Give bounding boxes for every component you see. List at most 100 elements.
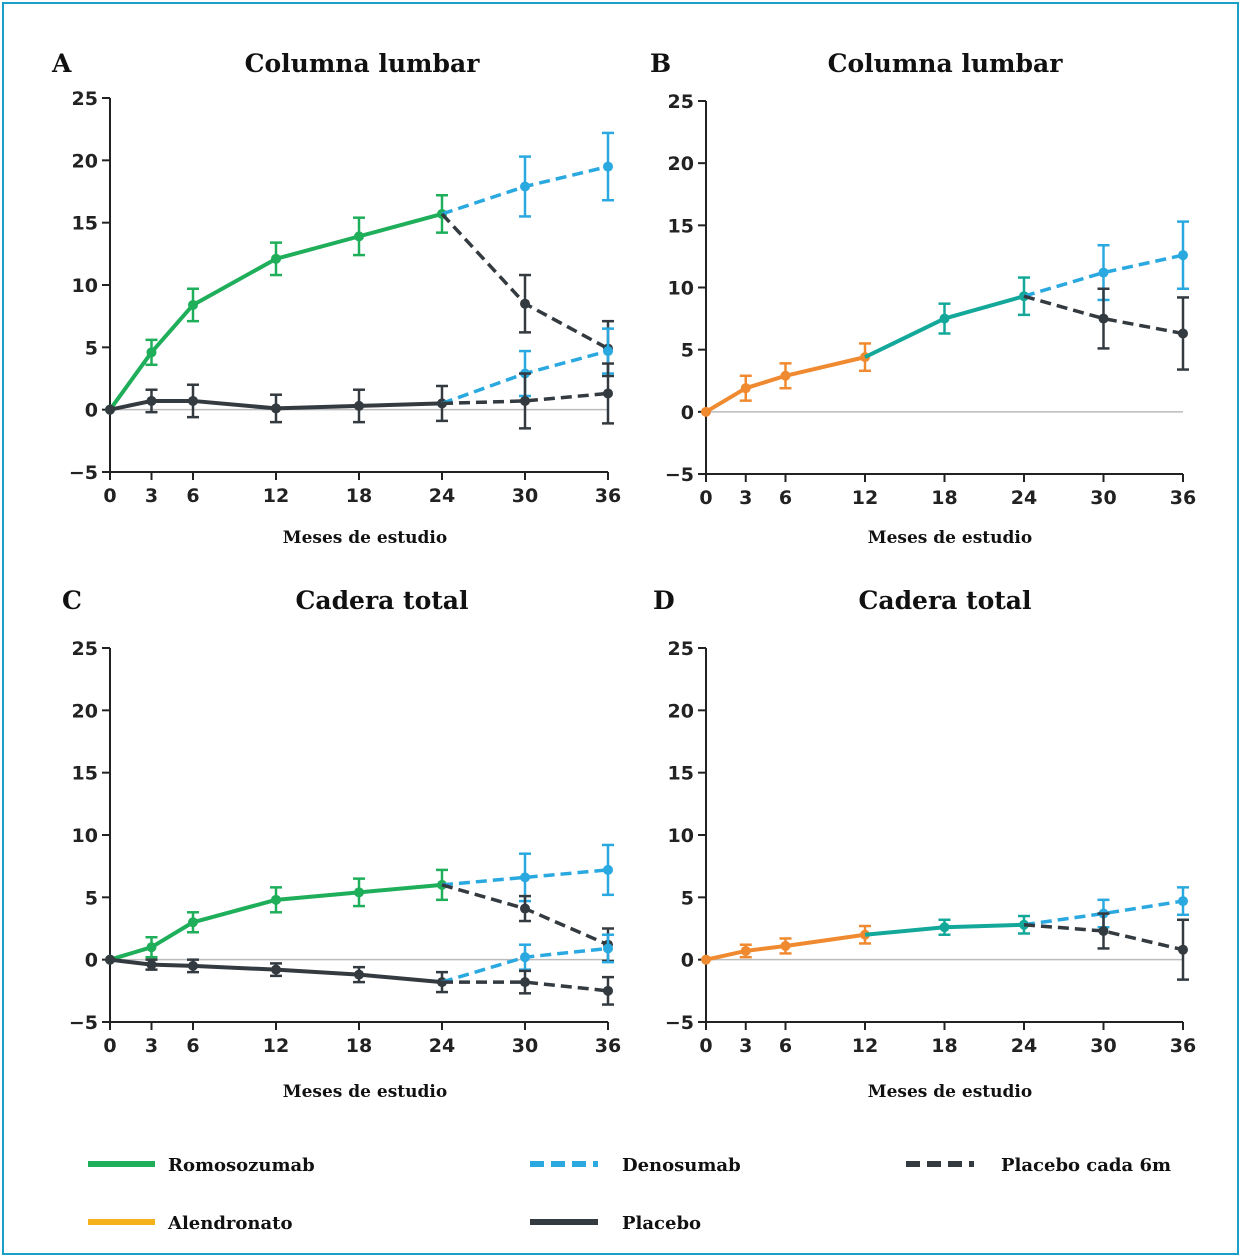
series-placebo-cada-6m [1023, 912, 1189, 981]
data-point [603, 346, 613, 357]
data-point [1178, 944, 1188, 955]
y-tick-label: 5 [681, 340, 694, 362]
y-tick-label: 0 [681, 402, 694, 424]
data-point [354, 887, 364, 898]
x-tick-label: 18 [346, 1035, 372, 1057]
data-point [520, 872, 530, 883]
x-tick-label: 3 [145, 1035, 158, 1057]
y-tick-label: 5 [85, 887, 98, 909]
y-tick-label: −5 [69, 1012, 98, 1034]
chart-title: Columna lumbar [245, 49, 481, 78]
x-tick-label: 18 [931, 487, 957, 509]
y-tick-label: 5 [681, 887, 694, 909]
y-tick-label: 15 [72, 213, 98, 235]
data-point [1178, 328, 1188, 339]
x-tick-label: 0 [103, 485, 116, 507]
series-line [109, 882, 443, 962]
x-tick-label: 24 [429, 485, 455, 507]
series-romosozumab [105, 868, 448, 965]
data-point [939, 313, 950, 324]
data-point [354, 231, 364, 242]
legend-label-denosumab: Denosumab [622, 1155, 741, 1176]
data-point [520, 952, 530, 963]
x-tick-label: 36 [1170, 1035, 1196, 1057]
series-alendronato [701, 924, 871, 965]
legend-item-placebo: Placebo [530, 1213, 701, 1234]
data-point [146, 395, 157, 406]
x-tick-label: 30 [512, 485, 538, 507]
legend-item-placebo-6m: Placebo cada 6m [906, 1155, 1171, 1176]
x-tick-label: 0 [103, 1035, 116, 1057]
series-line [108, 212, 443, 411]
x-tick-label: 24 [429, 1035, 455, 1057]
data-point [740, 383, 751, 394]
y-tick-label: 15 [668, 215, 694, 237]
y-tick-label: 15 [668, 763, 694, 785]
series-denosumab [441, 843, 614, 903]
series-line [109, 957, 443, 985]
y-tick-label: 5 [85, 337, 98, 359]
chart-legend: Romosozumab Denosumab Placebo cada 6m Al… [88, 1155, 1171, 1234]
series-line [704, 355, 866, 414]
series-line [1023, 253, 1184, 298]
series-line [441, 868, 609, 887]
data-point [701, 406, 711, 417]
y-tick-label: 25 [668, 638, 694, 660]
series-line [441, 391, 609, 406]
series-placebo-cada-6m [442, 969, 614, 1006]
x-tick-label: 3 [145, 485, 158, 507]
panel-letter: D [653, 586, 675, 615]
x-axis-label: Meses de estudio [868, 1082, 1032, 1102]
legend-label-romosozumab: Romosozumab [168, 1155, 315, 1176]
y-tick-label: 20 [668, 700, 694, 722]
y-tick-label: −5 [69, 462, 98, 484]
data-point [1178, 896, 1188, 907]
chart-title: Cadera total [295, 586, 468, 615]
y-tick-label: 25 [668, 91, 694, 113]
x-tick-label: 3 [739, 487, 752, 509]
series-denosumab [441, 131, 614, 218]
y-tick-label: −5 [665, 464, 694, 486]
data-point [740, 945, 751, 956]
x-tick-label: 24 [1011, 1035, 1037, 1057]
data-point [1098, 925, 1109, 936]
series-alendronato [864, 914, 1030, 937]
x-tick-label: 36 [595, 485, 621, 507]
data-point [603, 985, 613, 996]
x-tick-label: 30 [512, 1035, 538, 1057]
x-tick-label: 36 [1170, 487, 1196, 509]
x-tick-label: 12 [263, 1035, 289, 1057]
x-tick-label: 0 [699, 1035, 712, 1057]
series-romosozumab [105, 193, 448, 415]
data-point [188, 960, 198, 971]
series-line [109, 398, 443, 412]
data-point [603, 864, 613, 875]
x-tick-label: 6 [779, 1035, 792, 1057]
x-axis-label: Meses de estudio [283, 528, 447, 548]
y-tick-label: 0 [85, 950, 98, 972]
x-tick-label: 36 [595, 1035, 621, 1057]
data-point [271, 964, 281, 975]
series-placebo-cada-6m [441, 883, 614, 963]
data-point [188, 917, 198, 928]
y-tick-label: 10 [668, 278, 694, 300]
data-point [939, 922, 950, 933]
legend-item-alendronato: Alendronato [88, 1213, 293, 1234]
y-tick-label: −5 [665, 1012, 694, 1034]
x-tick-label: 30 [1090, 1035, 1116, 1057]
series-denosumab [1023, 886, 1189, 929]
chart-title: Cadera total [858, 586, 1031, 615]
series-placebo-cada-6m [441, 362, 614, 430]
data-point [520, 181, 530, 192]
y-tick-label: 10 [668, 825, 694, 847]
data-point [146, 347, 157, 358]
data-point [146, 942, 157, 953]
data-point [603, 388, 613, 399]
data-point [780, 370, 791, 381]
x-axis-label: Meses de estudio [283, 1082, 447, 1102]
